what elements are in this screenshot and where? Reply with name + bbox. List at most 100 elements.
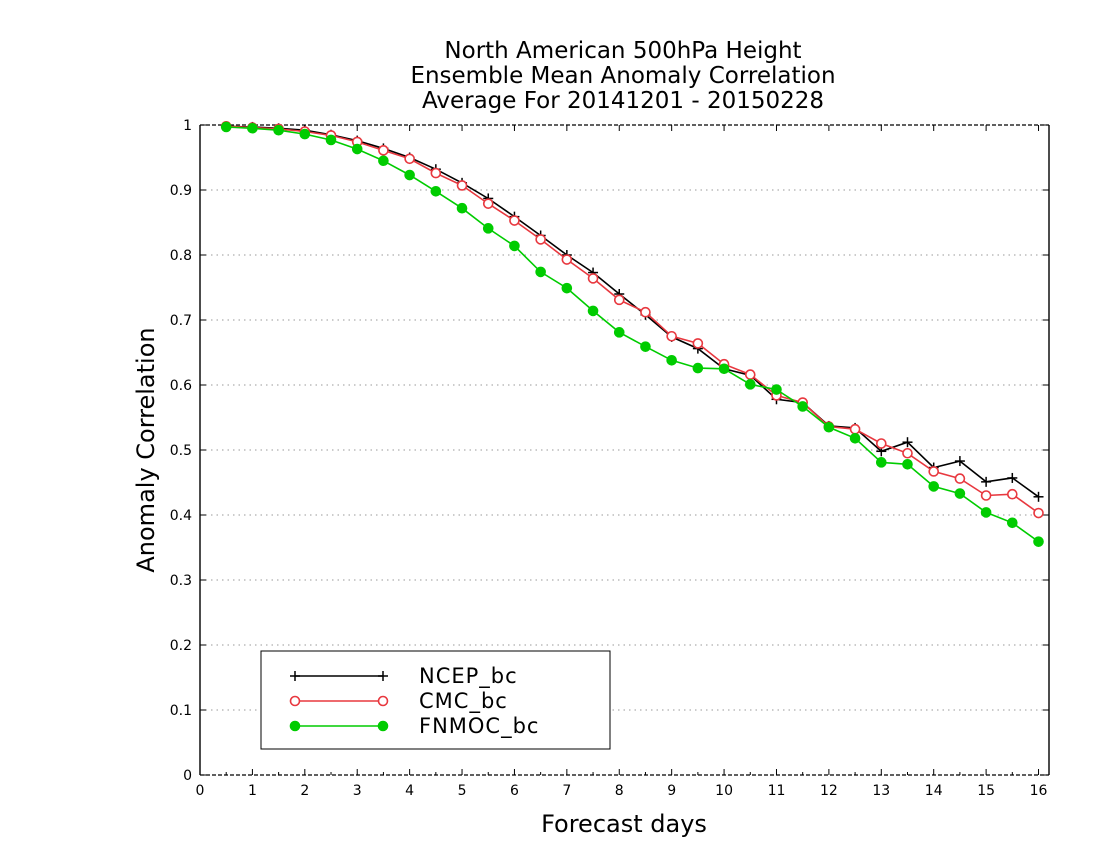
- y-tick-label: 0.6: [170, 378, 192, 394]
- data-point-cmc-bc: [456, 180, 468, 191]
- legend-label: NCEP_bc: [419, 664, 518, 689]
- data-point-cmc-bc: [378, 145, 389, 156]
- x-tick-label: 10: [715, 783, 733, 799]
- data-point-fnmoc-bc: [535, 266, 546, 278]
- data-point-cmc-bc: [613, 294, 625, 306]
- x-tick-label: 0: [196, 783, 205, 799]
- data-point-fnmoc-bc: [613, 327, 625, 338]
- y-tick-label: 0.8: [170, 248, 192, 264]
- x-tick-label: 11: [768, 783, 786, 799]
- data-point-cmc-bc: [692, 338, 704, 349]
- series-cmc-bc: [220, 121, 1044, 519]
- legend-marker: [377, 720, 389, 732]
- data-point-fnmoc-bc: [823, 421, 835, 433]
- data-point-fnmoc-bc: [404, 169, 415, 181]
- data-point-fnmoc-bc: [1007, 517, 1018, 529]
- x-tick-label: 13: [872, 783, 890, 799]
- legend-box: [260, 650, 611, 750]
- data-point-fnmoc-bc: [456, 202, 468, 214]
- legend-marker: [289, 720, 301, 732]
- legend-marker: [289, 695, 301, 707]
- data-point-cmc-bc: [535, 234, 546, 245]
- y-tick-label: 0.5: [170, 443, 192, 459]
- legend-item-fnmoc-bc: FNMOC_bc: [289, 714, 539, 739]
- x-tick-label: 9: [667, 783, 676, 799]
- data-point-cmc-bc: [1007, 488, 1018, 500]
- data-point-cmc-bc: [482, 198, 494, 209]
- data-point-fnmoc-bc: [273, 124, 284, 136]
- data-point-fnmoc-bc: [692, 362, 704, 374]
- x-tick-label: 5: [458, 783, 467, 799]
- series-line-fnmoc-bc: [226, 126, 1039, 543]
- y-tick-label: 0.9: [170, 183, 192, 199]
- y-axis-label: Anomaly Correlation: [132, 327, 160, 572]
- x-tick-label: 15: [977, 783, 995, 799]
- data-point-fnmoc-bc: [378, 155, 389, 167]
- legend-marker: [290, 671, 300, 681]
- data-point-cmc-bc: [404, 153, 415, 165]
- x-tick-label: 1: [248, 783, 257, 799]
- y-tick-label: 0.2: [170, 638, 192, 654]
- y-tick-label: 0.7: [170, 313, 192, 329]
- data-point-cmc-bc: [875, 438, 887, 449]
- data-point-cmc-bc: [640, 306, 651, 318]
- y-tick-label: 0: [183, 768, 192, 784]
- x-tick-label: 12: [820, 783, 838, 799]
- series-ncep-bc: [221, 121, 1044, 502]
- data-point-fnmoc-bc: [1033, 536, 1044, 547]
- x-tick-label: 7: [562, 783, 571, 799]
- data-point-cmc-bc: [954, 473, 966, 484]
- data-point-cmc-bc: [666, 330, 677, 342]
- data-point-cmc-bc: [744, 369, 756, 380]
- data-point-ncep-bc: [1033, 491, 1044, 502]
- data-point-fnmoc-bc: [587, 305, 599, 317]
- legend-label: CMC_bc: [419, 689, 508, 714]
- data-point-ncep-bc: [1007, 472, 1018, 483]
- legend-label: FNMOC_bc: [419, 714, 539, 739]
- y-tick-label: 0.1: [170, 703, 192, 719]
- x-axis-label: Forecast days: [541, 810, 707, 838]
- data-point-cmc-bc: [430, 167, 442, 179]
- data-point-fnmoc-bc: [954, 488, 966, 499]
- x-tick-label: 3: [353, 783, 362, 799]
- data-point-fnmoc-bc: [980, 507, 992, 518]
- y-tick-label: 0.4: [170, 508, 192, 524]
- x-tick-label: 8: [615, 783, 624, 799]
- data-point-ncep-bc: [954, 456, 965, 467]
- data-point-fnmoc-bc: [666, 355, 677, 366]
- data-point-fnmoc-bc: [771, 384, 782, 395]
- data-point-fnmoc-bc: [718, 363, 730, 375]
- data-point-cmc-bc: [928, 466, 940, 477]
- data-point-fnmoc-bc: [351, 143, 363, 155]
- x-tick-label: 16: [1030, 783, 1048, 799]
- data-point-ncep-bc: [902, 437, 913, 448]
- data-point-cmc-bc: [509, 215, 520, 226]
- chart-title-line: North American 500hPa Height: [444, 38, 801, 64]
- data-point-cmc-bc: [1033, 507, 1044, 519]
- data-point-fnmoc-bc: [509, 240, 520, 252]
- data-point-fnmoc-bc: [299, 128, 311, 140]
- data-point-fnmoc-bc: [325, 134, 337, 146]
- y-tick-label: 1: [183, 118, 192, 134]
- data-point-cmc-bc: [587, 273, 599, 284]
- data-point-fnmoc-bc: [928, 481, 940, 492]
- data-point-ncep-bc: [981, 476, 992, 487]
- series-fnmoc-bc: [220, 121, 1044, 547]
- data-point-cmc-bc: [561, 254, 573, 265]
- data-point-fnmoc-bc: [640, 341, 651, 352]
- data-point-cmc-bc: [980, 490, 992, 501]
- legend-item-cmc-bc: CMC_bc: [289, 689, 508, 714]
- series-line-cmc-bc: [226, 125, 1039, 514]
- data-point-cmc-bc: [849, 423, 861, 435]
- y-tick-label: 0.3: [170, 573, 192, 589]
- data-point-fnmoc-bc: [247, 122, 258, 134]
- legend-marker: [377, 695, 389, 707]
- x-tick-label: 2: [300, 783, 309, 799]
- data-point-fnmoc-bc: [849, 433, 861, 444]
- x-tick-label: 6: [510, 783, 519, 799]
- x-tick-label: 14: [925, 783, 943, 799]
- data-point-fnmoc-bc: [797, 401, 808, 412]
